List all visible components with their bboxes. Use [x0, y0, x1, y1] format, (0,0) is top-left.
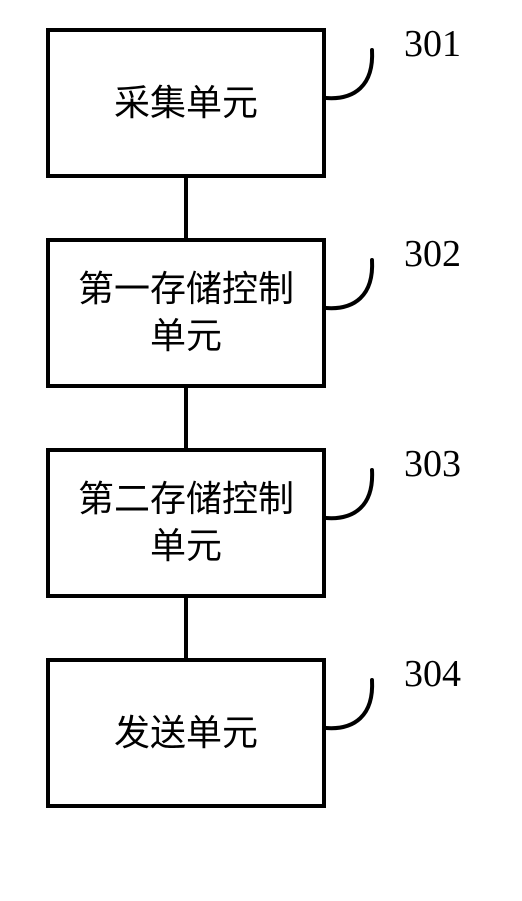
node-first-storage-control-unit: 第一存储控制 单元 [46, 238, 326, 388]
callout-arc-303 [326, 470, 406, 530]
callout-arc-304 [326, 680, 406, 740]
ref-label-text: 301 [404, 23, 461, 65]
node-label: 采集单元 [114, 80, 258, 127]
node-collect-unit: 采集单元 [46, 28, 326, 178]
connector-2-3 [184, 388, 188, 448]
node-label-line2: 单元 [150, 526, 222, 566]
node-label-line1: 发送单元 [114, 713, 258, 753]
callout-arc-302 [326, 260, 406, 320]
callout-arc-301 [326, 50, 406, 110]
ref-label-303: 303 [404, 442, 461, 486]
node-send-unit: 发送单元 [46, 658, 326, 808]
node-label: 发送单元 [114, 710, 258, 757]
ref-label-304: 304 [404, 652, 461, 696]
node-label-line1: 第二存储控制 [78, 479, 294, 519]
ref-label-text: 302 [404, 233, 461, 275]
connector-3-4 [184, 598, 188, 658]
ref-label-text: 303 [404, 443, 461, 485]
node-label-line2: 单元 [150, 316, 222, 356]
diagram-canvas: 采集单元 301 第一存储控制 单元 302 第二存储控制 单元 303 [0, 0, 522, 901]
node-label: 第二存储控制 单元 [78, 476, 294, 570]
node-label: 第一存储控制 单元 [78, 266, 294, 360]
ref-label-302: 302 [404, 232, 461, 276]
connector-1-2 [184, 178, 188, 238]
ref-label-301: 301 [404, 22, 461, 66]
node-label-line1: 第一存储控制 [78, 269, 294, 309]
node-label-line1: 采集单元 [114, 83, 258, 123]
node-second-storage-control-unit: 第二存储控制 单元 [46, 448, 326, 598]
ref-label-text: 304 [404, 653, 461, 695]
